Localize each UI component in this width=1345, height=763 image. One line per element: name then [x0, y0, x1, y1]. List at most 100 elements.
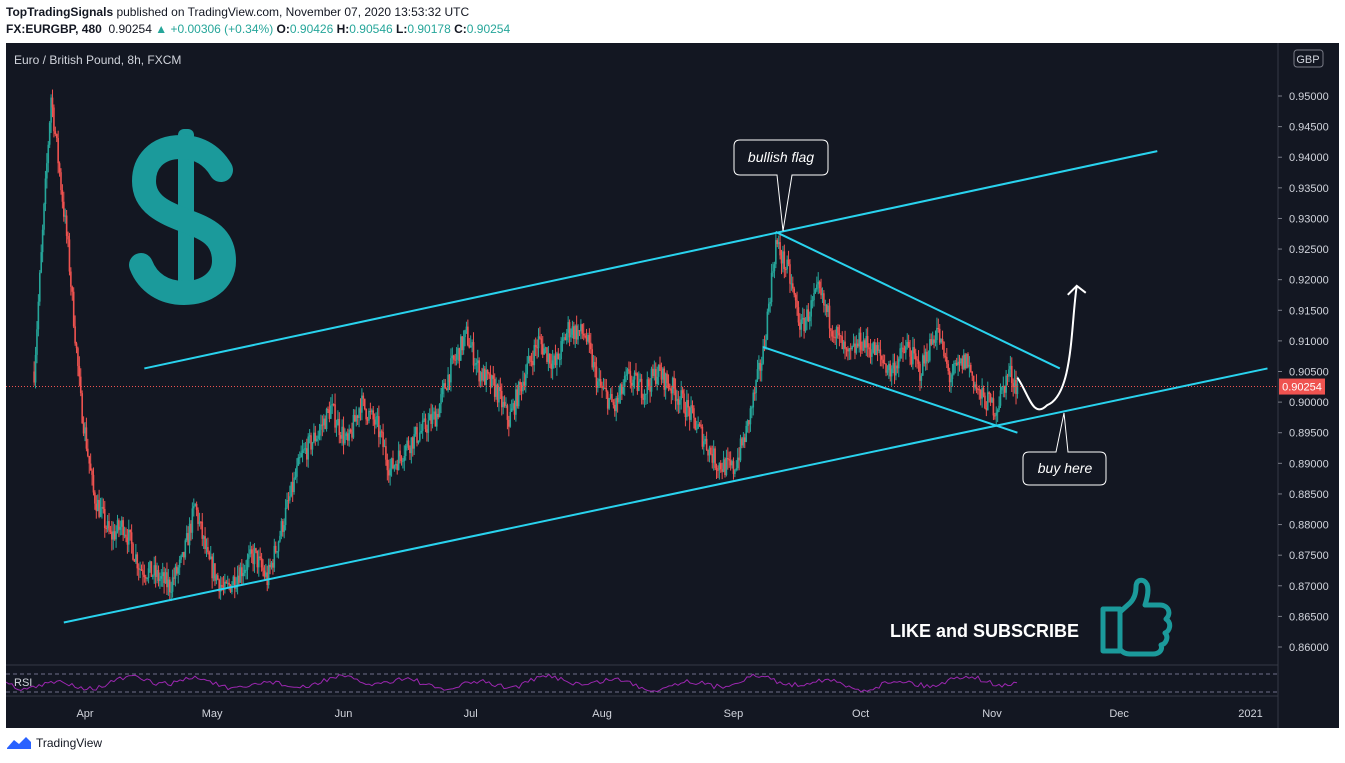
candle-body: [498, 387, 500, 403]
candle-body: [710, 447, 712, 455]
candle-body: [650, 368, 653, 392]
candle-body: [1010, 365, 1013, 384]
candle-body: [957, 361, 959, 366]
candle-body: [413, 434, 415, 449]
candle-body: [844, 341, 846, 349]
candle-body: [568, 322, 571, 338]
candle-body: [464, 330, 466, 338]
candle-body: [948, 371, 951, 383]
candle-body: [567, 322, 569, 333]
candle-body: [407, 440, 410, 448]
candle-body: [96, 499, 99, 511]
candle-body: [560, 341, 562, 360]
candle-body: [337, 418, 339, 426]
candle-body: [322, 418, 325, 426]
candle-body: [354, 414, 356, 422]
candle-body: [527, 356, 530, 364]
candle-body: [335, 425, 338, 428]
candle-body: [756, 369, 759, 381]
candle-body: [154, 565, 157, 577]
candle-body: [185, 533, 188, 541]
candle-body: [876, 345, 879, 351]
series-legend[interactable]: Euro / British Pound, 8h, FXCM: [14, 53, 181, 67]
candle-body: [226, 582, 229, 584]
candle-body: [50, 97, 52, 123]
candle-body: [933, 339, 935, 343]
price-chart[interactable]: RSI 0.950000.945000.940000.935000.930000…: [5, 43, 1339, 728]
candle-body: [102, 506, 105, 509]
candle-body: [727, 457, 729, 460]
candle-body: [207, 547, 209, 553]
candle-body: [536, 346, 538, 349]
candle-body: [955, 362, 958, 366]
tradingview-footer[interactable]: TradingView: [6, 736, 102, 750]
candle-body: [565, 332, 568, 341]
candle-body: [573, 326, 575, 339]
candle-body: [125, 534, 127, 538]
time-tick-label: 2021: [1238, 708, 1262, 720]
candle-body: [98, 499, 100, 517]
candle-body: [515, 389, 517, 415]
candle-body: [60, 172, 62, 191]
candle-body: [885, 364, 887, 373]
buy-here-label: buy here: [1038, 460, 1093, 476]
rsi-label[interactable]: RSI: [14, 677, 32, 689]
candle-body: [998, 405, 1000, 410]
candle-body: [318, 429, 321, 436]
time-tick-label: Aug: [592, 708, 612, 720]
time-axis[interactable]: Apr May Jun Jul Aug Sep Oct Nov Dec 2021: [76, 708, 1262, 720]
candle-body: [982, 387, 985, 396]
chart-frame[interactable]: RSI 0.95000 0.94500 0.94000 0.93500 0.93000 0…: [5, 43, 1339, 728]
candle-body: [420, 430, 423, 433]
candle-body: [451, 355, 454, 359]
candle-body: [129, 529, 132, 533]
candle-body: [686, 400, 688, 418]
candle-body: [454, 359, 456, 361]
candle-body: [524, 374, 527, 386]
candle-body: [108, 521, 110, 531]
candle-body: [906, 341, 909, 347]
candle-body: [766, 311, 769, 340]
candle-body: [280, 521, 283, 536]
candle-body: [307, 436, 310, 460]
candle-body: [852, 343, 855, 347]
candle-body: [923, 355, 925, 364]
price-tick-label: 0.92500: [1289, 244, 1329, 256]
high-value: 0.90546: [349, 22, 393, 36]
candle-body: [606, 391, 609, 409]
candle-body: [769, 302, 771, 304]
candle-body: [291, 482, 294, 493]
publisher-name[interactable]: TopTradingSignals: [6, 5, 114, 19]
candle-body: [279, 535, 281, 542]
candle-body: [294, 476, 297, 478]
candle-body: [645, 393, 647, 395]
buy-here-callout[interactable]: buy here: [1022, 412, 1107, 486]
price-tick-label: 0.87000: [1289, 581, 1329, 593]
candle-body: [905, 346, 907, 353]
change-value: +0.00306 (+0.34%): [170, 22, 274, 36]
candle-body: [362, 395, 365, 399]
price-axis[interactable]: 0.95000 0.94500 0.94000 0.93500 0.93000 0.925…: [1278, 91, 1329, 654]
currency-badge[interactable]: [1293, 49, 1324, 68]
candle-body: [404, 445, 407, 456]
candle-body: [485, 369, 488, 385]
candle-body: [208, 552, 211, 559]
candle-body: [317, 435, 319, 439]
candle-body: [459, 336, 462, 361]
like-subscribe-text[interactable]: LIKE and SUBSCRIBE: [890, 621, 1079, 641]
candle-body: [434, 411, 437, 427]
candle-body: [629, 370, 632, 383]
price-tick-label: 0.90500: [1289, 367, 1329, 379]
candle-body: [546, 347, 548, 362]
candle-body: [260, 557, 263, 568]
candle-body: [612, 402, 615, 405]
candle-body: [402, 461, 404, 463]
candle-body: [123, 534, 126, 536]
candle-body: [503, 401, 506, 406]
candle-body: [597, 381, 599, 388]
candle-body: [832, 336, 835, 338]
candle-body: [824, 304, 827, 306]
trendlines-layer[interactable]: [63, 150, 1268, 624]
bullish-flag-callout[interactable]: bullish flag: [733, 139, 829, 232]
candle-body: [814, 289, 817, 294]
